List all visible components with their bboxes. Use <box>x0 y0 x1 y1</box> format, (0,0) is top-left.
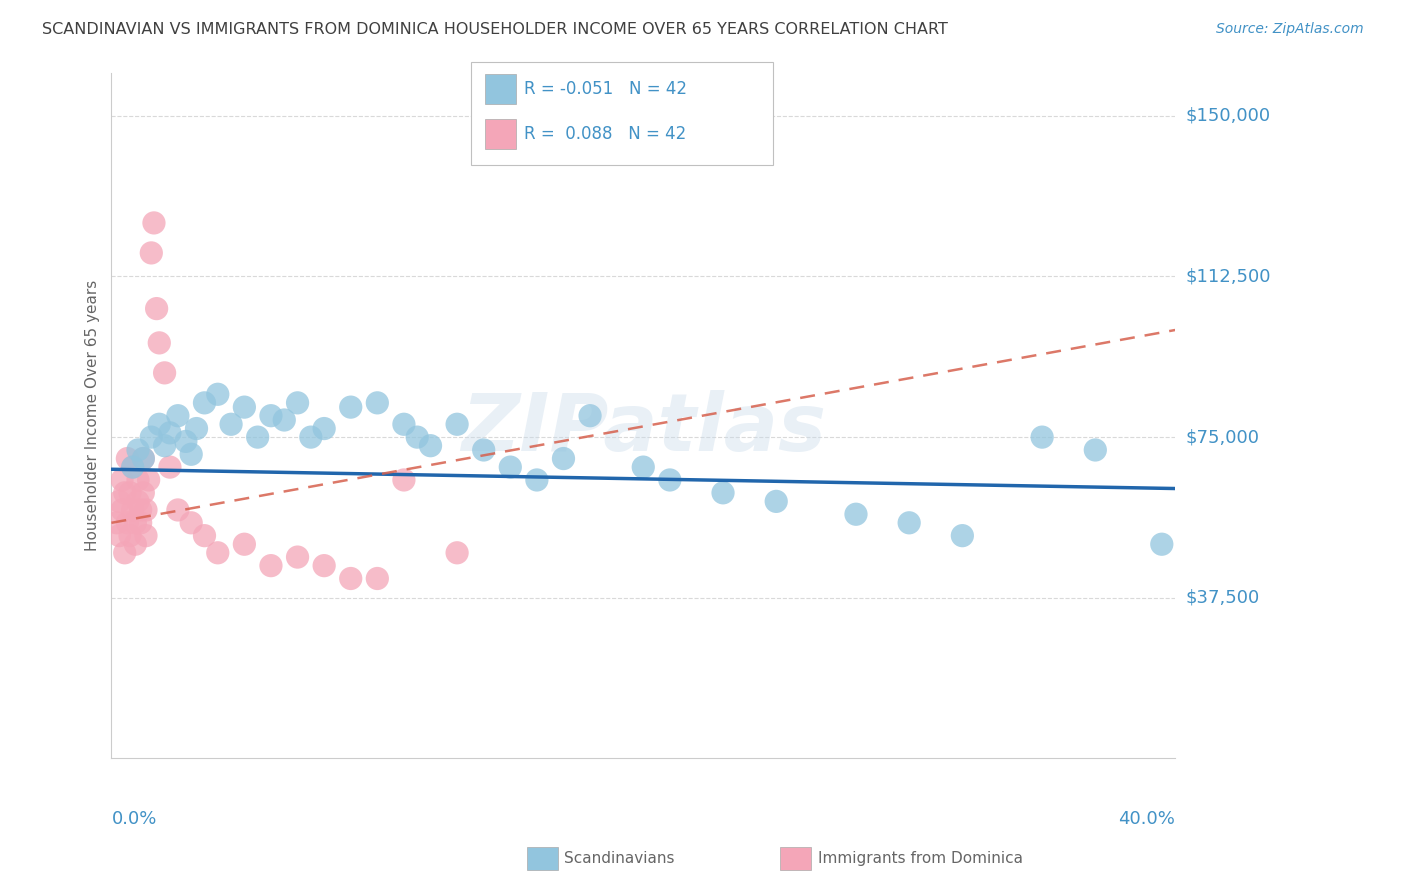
Text: Source: ZipAtlas.com: Source: ZipAtlas.com <box>1216 22 1364 37</box>
Point <box>148 335 170 350</box>
Y-axis label: Householder Income Over 65 years: Householder Income Over 65 years <box>86 280 100 551</box>
Point <box>633 460 655 475</box>
Text: SCANDINAVIAN VS IMMIGRANTS FROM DOMINICA HOUSEHOLDER INCOME OVER 65 YEARS CORREL: SCANDINAVIAN VS IMMIGRANTS FROM DOMINICA… <box>42 22 948 37</box>
Point <box>117 516 139 530</box>
Point <box>108 494 131 508</box>
Point <box>167 503 190 517</box>
Point <box>114 546 136 560</box>
Text: $37,500: $37,500 <box>1185 589 1260 607</box>
Point <box>765 494 787 508</box>
Point <box>219 417 242 432</box>
Point <box>339 400 361 414</box>
Point <box>141 430 163 444</box>
Point <box>526 473 548 487</box>
Point <box>260 409 283 423</box>
Point <box>898 516 921 530</box>
Point <box>314 421 336 435</box>
Point <box>233 400 256 414</box>
Point <box>121 460 143 475</box>
Text: ZIPatlas: ZIPatlas <box>461 391 825 468</box>
Point <box>135 529 157 543</box>
Text: $150,000: $150,000 <box>1185 107 1271 125</box>
Point <box>419 439 441 453</box>
Point <box>108 529 131 543</box>
Point <box>392 473 415 487</box>
Point <box>129 516 152 530</box>
Point <box>143 216 166 230</box>
Point <box>193 529 215 543</box>
Point <box>121 460 143 475</box>
Point <box>159 460 181 475</box>
Point <box>124 516 146 530</box>
Point <box>111 473 134 487</box>
Point <box>174 434 197 449</box>
Point <box>114 485 136 500</box>
Point <box>579 409 602 423</box>
Point <box>446 417 468 432</box>
Point <box>472 442 495 457</box>
Text: Scandinavians: Scandinavians <box>564 851 675 865</box>
Point <box>167 409 190 423</box>
Point <box>121 503 143 517</box>
Point <box>845 507 868 521</box>
Text: 0.0%: 0.0% <box>111 810 157 828</box>
Point <box>233 537 256 551</box>
Point <box>392 417 415 432</box>
Text: R =  0.088   N = 42: R = 0.088 N = 42 <box>524 125 686 143</box>
Point <box>132 451 155 466</box>
Point <box>273 413 295 427</box>
Point <box>145 301 167 316</box>
Point <box>141 246 163 260</box>
Point <box>118 485 141 500</box>
Point <box>314 558 336 573</box>
Point <box>159 425 181 440</box>
Point <box>287 550 309 565</box>
Point <box>132 451 155 466</box>
Point <box>135 503 157 517</box>
Point <box>180 516 202 530</box>
Point <box>127 473 149 487</box>
Point <box>127 494 149 508</box>
Point <box>117 451 139 466</box>
Point <box>193 396 215 410</box>
Text: R = -0.051   N = 42: R = -0.051 N = 42 <box>524 80 688 98</box>
Point <box>127 442 149 457</box>
Point <box>950 529 973 543</box>
Point <box>260 558 283 573</box>
Text: $112,500: $112,500 <box>1185 268 1271 285</box>
Point <box>1084 442 1107 457</box>
Text: $75,000: $75,000 <box>1185 428 1260 446</box>
Point <box>153 366 176 380</box>
Point <box>207 387 229 401</box>
Point <box>339 572 361 586</box>
Point <box>366 572 388 586</box>
Point <box>246 430 269 444</box>
Text: Immigrants from Dominica: Immigrants from Dominica <box>818 851 1024 865</box>
Point <box>111 503 134 517</box>
Point <box>186 421 208 435</box>
Point <box>180 447 202 461</box>
Point <box>366 396 388 410</box>
Point <box>1150 537 1173 551</box>
Text: 40.0%: 40.0% <box>1118 810 1175 828</box>
Point <box>138 473 160 487</box>
Point <box>153 439 176 453</box>
Point <box>499 460 522 475</box>
Point <box>287 396 309 410</box>
Point <box>299 430 322 444</box>
Point <box>124 537 146 551</box>
Point <box>118 529 141 543</box>
Point <box>148 417 170 432</box>
Point <box>406 430 429 444</box>
Point <box>1031 430 1053 444</box>
Point <box>711 485 734 500</box>
Point <box>207 546 229 560</box>
Point <box>658 473 681 487</box>
Point <box>446 546 468 560</box>
Point <box>553 451 575 466</box>
Point <box>105 516 128 530</box>
Point <box>132 485 155 500</box>
Point <box>129 503 152 517</box>
